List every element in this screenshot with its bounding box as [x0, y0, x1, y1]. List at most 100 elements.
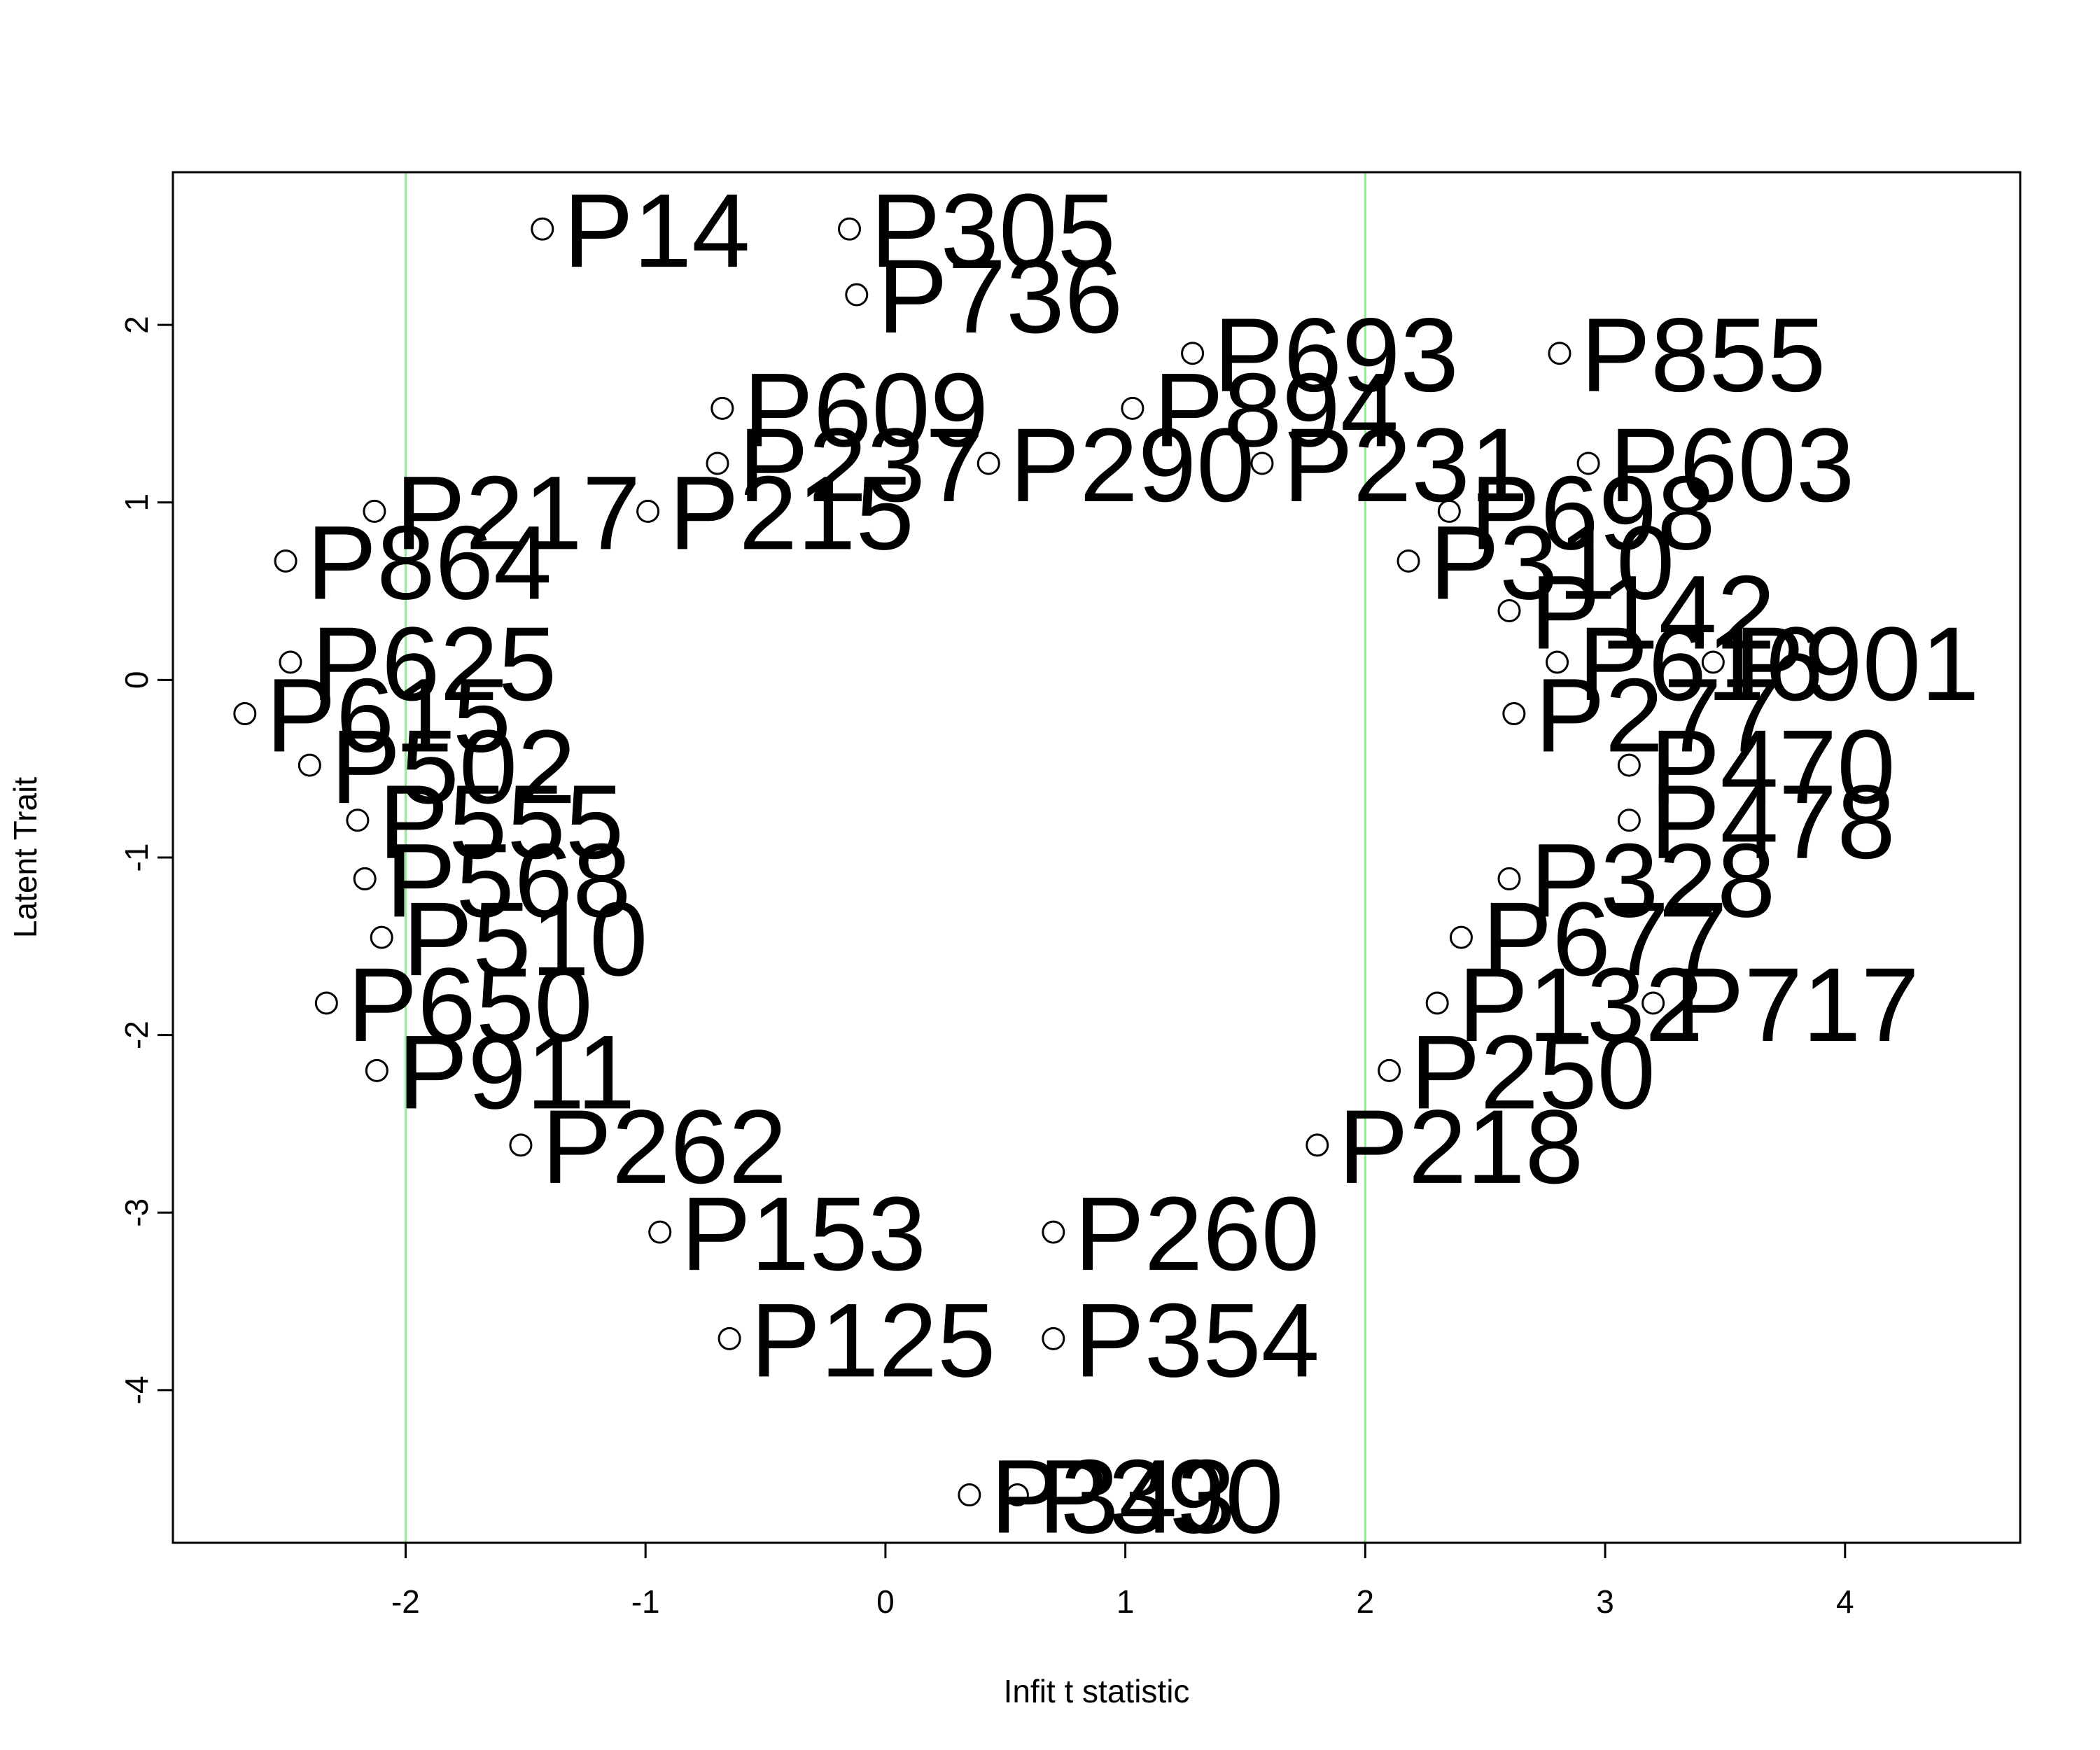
point-label: P132 [1458, 946, 1703, 1063]
data-point [1546, 650, 1569, 674]
point-label: P354 [1074, 1281, 1320, 1399]
data-point [274, 549, 298, 573]
point-label: P615 [266, 657, 511, 774]
point-label: P911 [398, 1013, 635, 1130]
y-tick-label: 2 [118, 316, 155, 334]
x-axis-title: Infit t statistic [1004, 1673, 1190, 1709]
x-tick-label: -2 [391, 1583, 420, 1620]
point-label: P153 [681, 1175, 926, 1292]
data-point [365, 1058, 388, 1082]
data-point [298, 753, 321, 777]
point-label: P894 [1154, 351, 1399, 468]
data-points [233, 217, 1725, 1507]
data-point [845, 283, 869, 307]
point-label: P616 [1578, 605, 1823, 722]
data-point [1449, 925, 1473, 949]
data-point [370, 925, 393, 949]
point-label: P736 [878, 237, 1123, 355]
point-label: P555 [379, 763, 624, 881]
data-point [1617, 753, 1641, 777]
y-tick-label: -1 [118, 844, 155, 872]
y-tick-label: 1 [118, 493, 155, 512]
data-point [279, 650, 302, 674]
x-tick-label: 1 [1116, 1583, 1135, 1620]
data-point [1425, 991, 1449, 1015]
point-label: P864 [307, 503, 552, 621]
data-point [976, 451, 1000, 475]
point-label: P717 [1674, 946, 1919, 1063]
point-label: P510 [402, 880, 648, 997]
point-label: P855 [1581, 296, 1826, 414]
data-point [353, 867, 377, 890]
point-label: P568 [386, 821, 631, 939]
point-label: P603 [1609, 406, 1854, 524]
data-point [1306, 1133, 1329, 1157]
data-point [1181, 342, 1205, 365]
data-point [1617, 808, 1641, 832]
data-point [648, 1220, 672, 1244]
point-label: P328 [1530, 821, 1775, 939]
point-label: P215 [669, 454, 914, 571]
data-point [1497, 598, 1521, 622]
reference-lines [404, 172, 1366, 1543]
point-label: P290 [1009, 406, 1254, 524]
point-label: P250 [1410, 1013, 1656, 1130]
point-label: P310 [1429, 503, 1674, 621]
data-point [718, 1326, 741, 1350]
point-label: P218 [1338, 1088, 1583, 1205]
x-tick-label: 4 [1836, 1583, 1854, 1620]
point-label: P277 [1535, 657, 1780, 774]
data-point [1642, 991, 1665, 1015]
y-tick-label: -4 [118, 1376, 155, 1404]
data-point [837, 217, 861, 241]
x-axis: -2 -1 0 1 2 3 4 [391, 1541, 1854, 1620]
data-point [1437, 499, 1461, 523]
point-label: P901 [1734, 605, 1979, 722]
point-label: P231 [1283, 406, 1528, 524]
data-point [233, 702, 257, 726]
data-point [1502, 702, 1526, 726]
data-point [531, 217, 554, 241]
point-label: P260 [1074, 1175, 1320, 1292]
data-point [1005, 1483, 1029, 1507]
data-point [1042, 1326, 1065, 1350]
point-label: P237 [738, 406, 983, 524]
x-tick-label: 3 [1596, 1583, 1614, 1620]
point-label: P217 [396, 454, 640, 571]
data-point [958, 1483, 981, 1507]
data-point [1576, 451, 1600, 475]
data-point [509, 1133, 533, 1157]
data-point [636, 499, 660, 523]
point-label: P609 [743, 351, 988, 468]
point-label: P650 [347, 946, 592, 1063]
point-label: P625 [312, 605, 556, 722]
data-point [1548, 342, 1572, 365]
data-point [346, 808, 370, 832]
y-tick-label: 0 [118, 671, 155, 690]
point-label: P478 [1650, 763, 1895, 881]
point-label: P125 [750, 1281, 995, 1399]
point-label: P698 [1470, 454, 1715, 571]
point-label: P142 [1530, 553, 1775, 671]
y-axis-title: Latent Trait [7, 777, 43, 938]
data-point [1042, 1220, 1065, 1244]
data-point [1121, 396, 1144, 420]
point-label: P693 [1214, 296, 1459, 414]
point-label: P14 [564, 172, 750, 289]
point-label: P390 [1038, 1438, 1283, 1555]
x-tick-label: 2 [1357, 1583, 1375, 1620]
data-point [1250, 451, 1274, 475]
y-tick-label: -3 [118, 1198, 155, 1227]
point-label: P343 [990, 1438, 1236, 1555]
point-label: P262 [542, 1088, 787, 1205]
data-point [706, 451, 729, 475]
data-point [314, 991, 338, 1015]
data-point [363, 499, 386, 523]
x-tick-label: 0 [876, 1583, 895, 1620]
data-point [1396, 549, 1420, 573]
data-point [1497, 867, 1521, 890]
data-point [710, 396, 734, 420]
